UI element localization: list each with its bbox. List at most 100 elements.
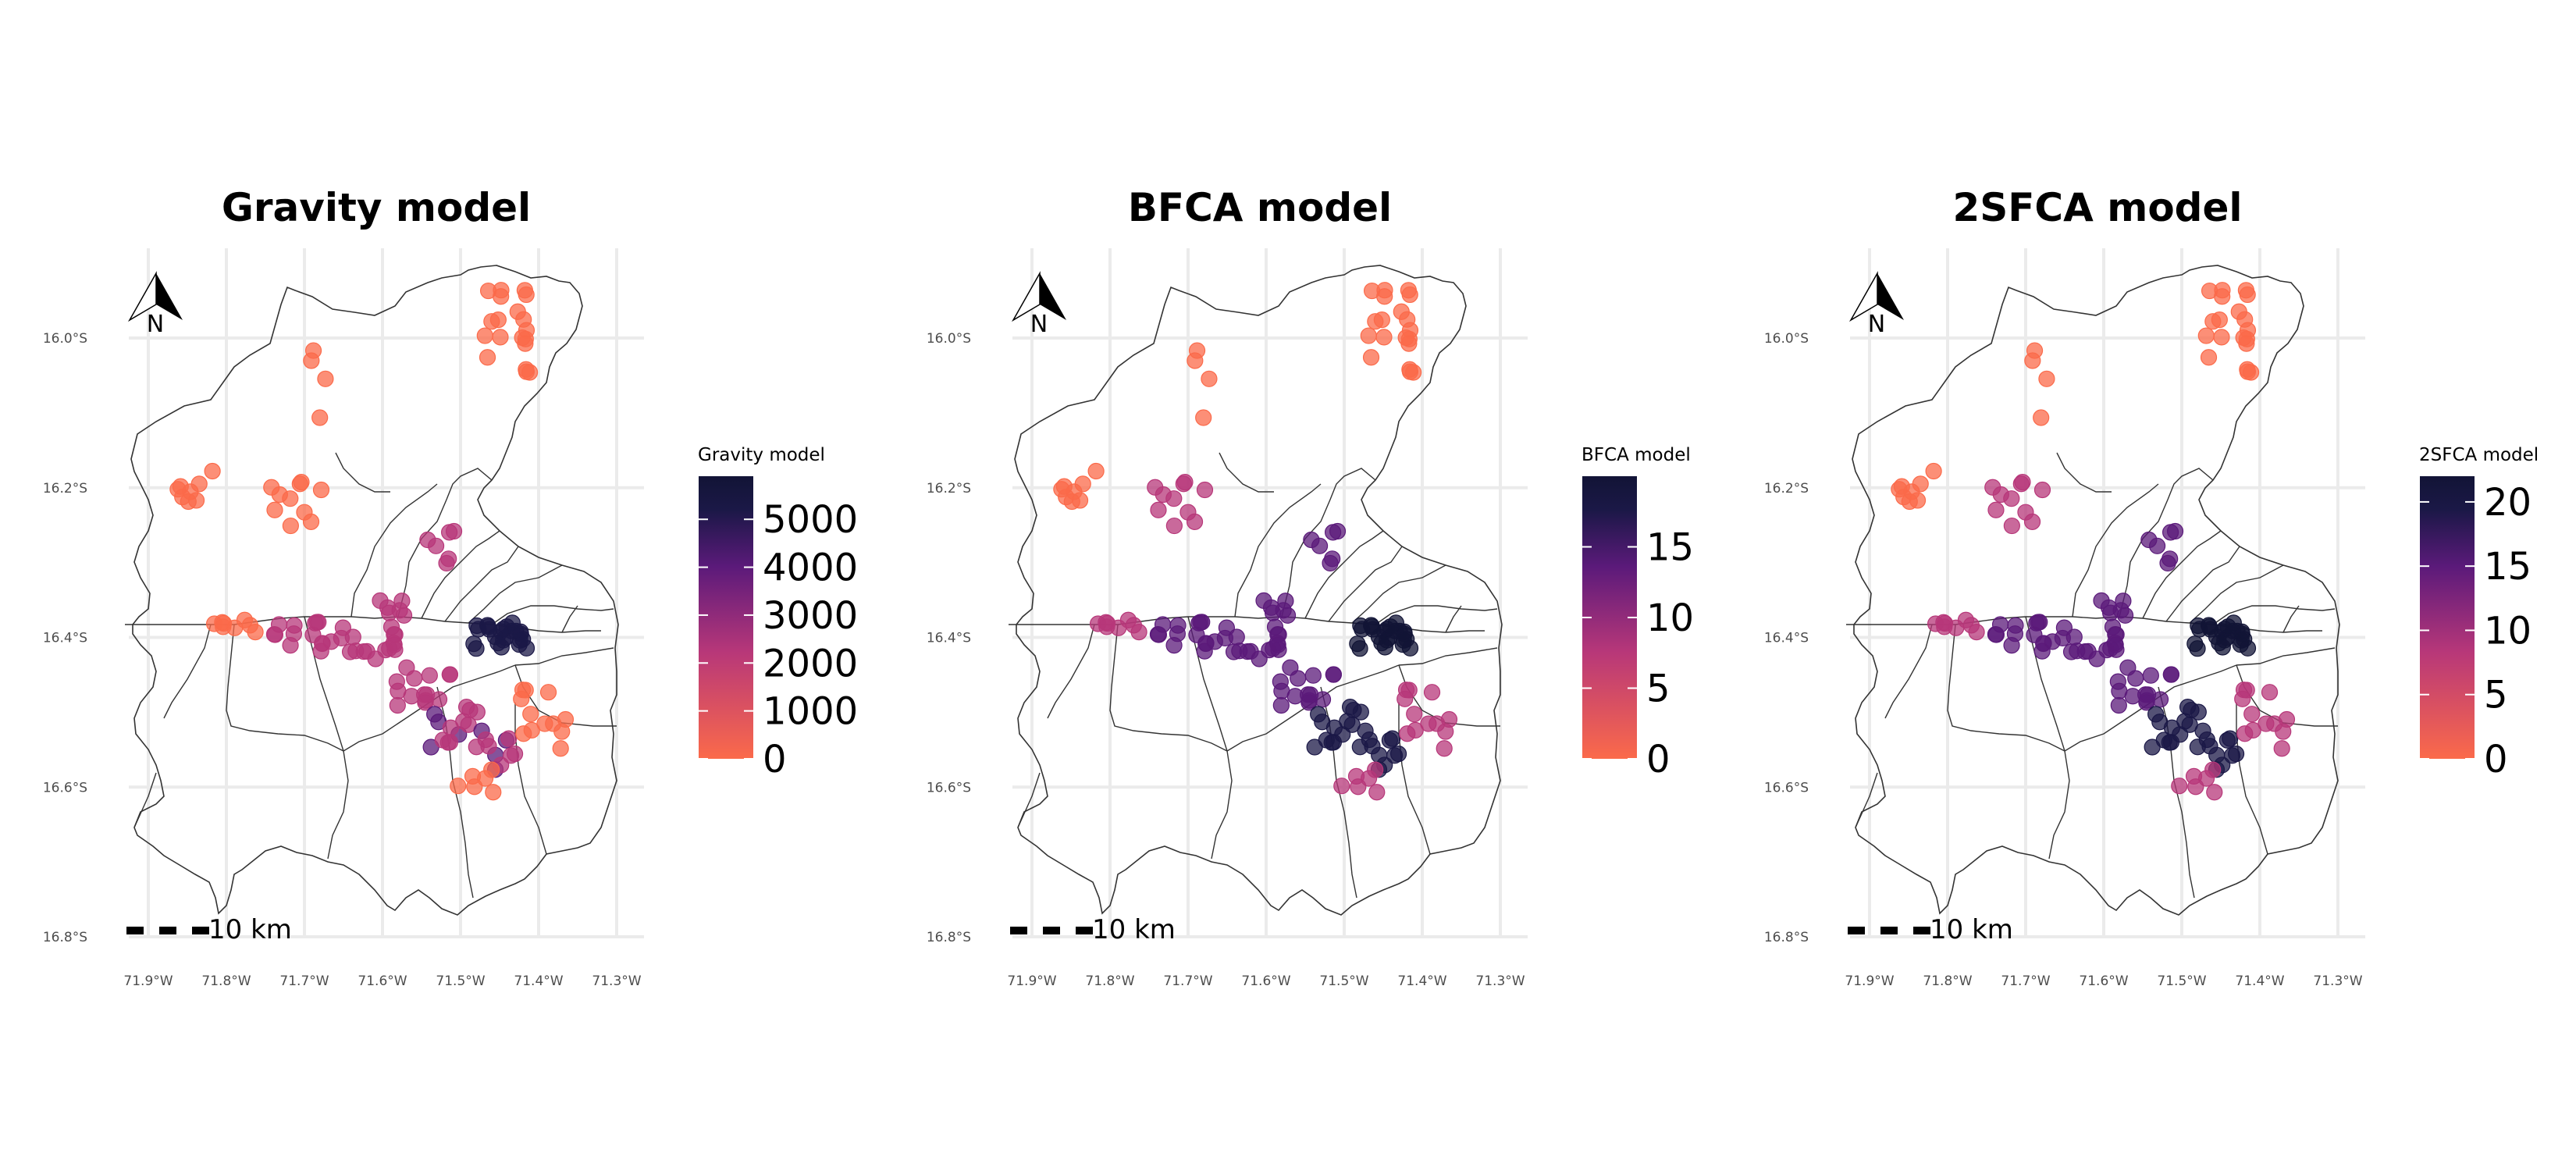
- facility-point: [1176, 474, 1194, 491]
- district-border: [226, 624, 344, 752]
- facility-point: [312, 481, 330, 499]
- district-border: [304, 616, 349, 860]
- x-tick-label: 71.6°W: [358, 973, 407, 989]
- facility-point: [2202, 621, 2219, 638]
- facility-point: [2204, 761, 2222, 778]
- facility-point: [2243, 706, 2261, 723]
- y-tick-label: 16.2°S: [1764, 481, 1809, 497]
- scale-segment: [1848, 927, 1865, 934]
- facility-point: [506, 746, 524, 763]
- y-tick-label: 16.4°S: [927, 631, 971, 646]
- facility-point: [2227, 746, 2245, 763]
- facility-point: [302, 513, 320, 530]
- facility-point: [2030, 614, 2047, 631]
- legend-tick-label: 3000: [763, 594, 858, 638]
- district-border: [1281, 468, 1376, 618]
- facility-point: [1400, 682, 1418, 699]
- facility-point: [479, 349, 496, 366]
- facility-point: [552, 740, 569, 757]
- x-tick-label: 71.5°W: [2157, 973, 2206, 989]
- facility-point: [523, 721, 540, 739]
- facility-point: [1384, 730, 1401, 747]
- y-tick-label: 16.0°S: [1764, 331, 1809, 347]
- facility-point: [1364, 738, 1381, 755]
- legend-tick-label: 5: [1646, 667, 1670, 711]
- facility-point: [419, 531, 436, 549]
- facility-point: [518, 322, 535, 339]
- facility-point: [440, 550, 457, 568]
- facility-point: [1310, 706, 1327, 723]
- district-border: [2282, 605, 2300, 633]
- x-tick-label: 71.6°W: [1241, 973, 1290, 989]
- facility-point: [372, 592, 389, 609]
- facility-point: [2171, 778, 2188, 795]
- facility-point: [266, 501, 283, 518]
- facility-point: [1196, 481, 1214, 499]
- y-tick-label: 16.0°S: [927, 331, 971, 347]
- facility-point: [2014, 474, 2031, 491]
- facility-point: [450, 778, 467, 795]
- scale-label: 10 km: [1930, 914, 2013, 945]
- scale-label: 10 km: [1092, 914, 1176, 945]
- scale-bar: 10 km: [1010, 914, 1176, 945]
- facility-point: [2023, 513, 2041, 530]
- facility-point: [1329, 522, 1347, 540]
- scale-bar: 10 km: [126, 914, 292, 945]
- legend-colorbar: [699, 476, 753, 759]
- facility-point: [1349, 635, 1366, 653]
- district-border: [514, 703, 547, 855]
- north-label: N: [1868, 311, 1885, 338]
- facility-point: [1266, 618, 1284, 635]
- facility-point: [282, 490, 299, 507]
- color-legend: BFCA model 0 5 10 15: [1582, 445, 1694, 781]
- north-label: N: [147, 311, 164, 338]
- legend-tick-label: 5000: [763, 498, 858, 542]
- facility-point: [1165, 490, 1183, 507]
- facility-point: [1087, 462, 1105, 480]
- facility-point: [2239, 286, 2256, 304]
- facility-point: [1406, 706, 1423, 723]
- facility-point: [2244, 721, 2261, 739]
- facility-point: [293, 474, 310, 491]
- facility-point: [476, 327, 493, 344]
- facility-point: [282, 517, 299, 535]
- north-arrow-right-icon: [1877, 273, 1904, 320]
- facility-point: [1187, 352, 1204, 369]
- facility-point: [1125, 617, 1142, 634]
- district-border: [1109, 624, 1228, 752]
- x-tick-label: 71.8°W: [1085, 973, 1134, 989]
- facility-point: [393, 593, 411, 610]
- facility-point: [1272, 696, 1290, 714]
- legend-tick-label: 0: [763, 738, 787, 781]
- facility-point: [1277, 593, 1294, 610]
- facility-point: [1303, 531, 1320, 549]
- facility-point: [480, 738, 497, 755]
- scale-segment: [1010, 927, 1027, 934]
- x-tick-label: 71.7°W: [1163, 973, 1212, 989]
- facility-point: [500, 730, 518, 747]
- north-arrow: N: [1848, 271, 1904, 338]
- facility-point: [1401, 286, 1418, 304]
- panel-title: Gravity model: [222, 185, 531, 230]
- facility-point: [1324, 550, 1341, 568]
- legend-title: BFCA model: [1582, 445, 1691, 465]
- district-border: [2212, 605, 2336, 625]
- y-tick-label: 16.4°S: [43, 631, 87, 646]
- scale-segment: [126, 927, 144, 934]
- facility-point: [1389, 746, 1407, 763]
- facility-point: [493, 282, 510, 299]
- legend-tick-label: 15: [2484, 545, 2532, 589]
- facility-point: [2206, 784, 2223, 801]
- map-panel-3: 2SFCA model 71.9°W 71.8°W 71.7°W 71.6°W 71.5°…: [1764, 185, 2539, 989]
- facility-point: [389, 696, 406, 714]
- facility-point: [1373, 311, 1390, 329]
- facility-point: [381, 604, 398, 621]
- facility-point: [2176, 713, 2194, 730]
- facility-point: [314, 635, 331, 652]
- facility-point: [2003, 517, 2020, 535]
- x-tick-label: 71.5°W: [436, 973, 485, 989]
- facility-point: [205, 615, 223, 632]
- facility-point: [311, 409, 329, 426]
- x-tick-label: 71.3°W: [2313, 973, 2362, 989]
- facility-point: [1058, 489, 1075, 506]
